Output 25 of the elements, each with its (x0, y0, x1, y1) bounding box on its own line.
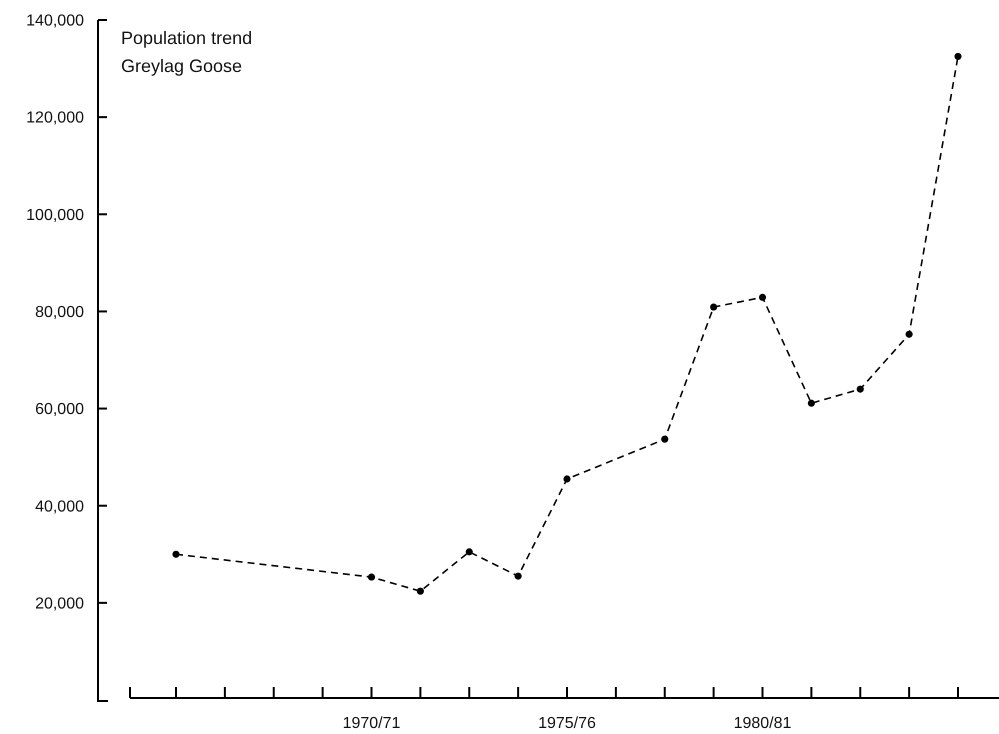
x-tick-label: 1980/81 (734, 715, 792, 732)
x-tick-label: 1970/71 (342, 715, 401, 732)
chart-title: Population trend (121, 28, 252, 48)
x-tick-label: 1975/76 (538, 715, 596, 732)
point (710, 303, 718, 311)
point (906, 330, 913, 338)
y-tick-label: 20,000 (35, 595, 84, 612)
point (856, 386, 864, 393)
y-tick-label: 100,000 (26, 206, 84, 224)
text: Greylag Goose (121, 56, 242, 76)
y-tick-label: 120,000 (26, 110, 84, 127)
point (661, 436, 668, 443)
y-tick-label: 40,000 (35, 498, 84, 516)
y-tick-label: 140,000 (26, 12, 84, 30)
y-tick-label: 80,000 (35, 304, 84, 322)
point (954, 52, 962, 60)
point (758, 294, 766, 301)
point (563, 475, 571, 483)
point (808, 400, 815, 407)
point (466, 548, 473, 556)
point (514, 572, 522, 580)
point (172, 550, 180, 558)
point (416, 588, 424, 595)
y-tick-label: 60,000 (35, 401, 84, 418)
point (368, 574, 376, 581)
